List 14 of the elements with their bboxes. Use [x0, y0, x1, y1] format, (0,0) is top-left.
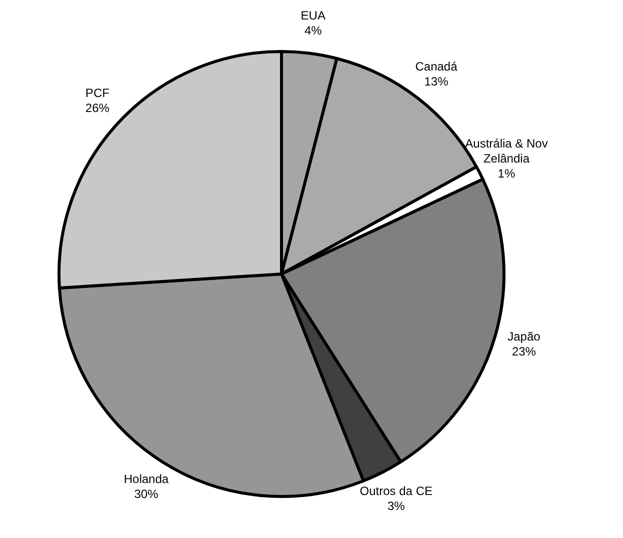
data-label: 1%: [498, 166, 516, 181]
slice-label: Outros da CE: [360, 484, 432, 498]
slice-label: Austrália & Nov Zelândia: [465, 136, 548, 166]
data-label: 26%: [85, 100, 110, 115]
slice-label: Japão: [508, 329, 541, 344]
slice-label: Holanda: [124, 472, 169, 486]
data-label: 4%: [304, 23, 322, 38]
data-label: 30%: [134, 487, 159, 502]
data-label: 13%: [424, 74, 449, 88]
slice-label: EUA: [300, 8, 326, 22]
data-label: 3%: [387, 498, 406, 513]
data-label: 23%: [512, 344, 536, 358]
slice-label: Canadá: [415, 59, 458, 74]
slice-label: PCF: [85, 86, 110, 100]
